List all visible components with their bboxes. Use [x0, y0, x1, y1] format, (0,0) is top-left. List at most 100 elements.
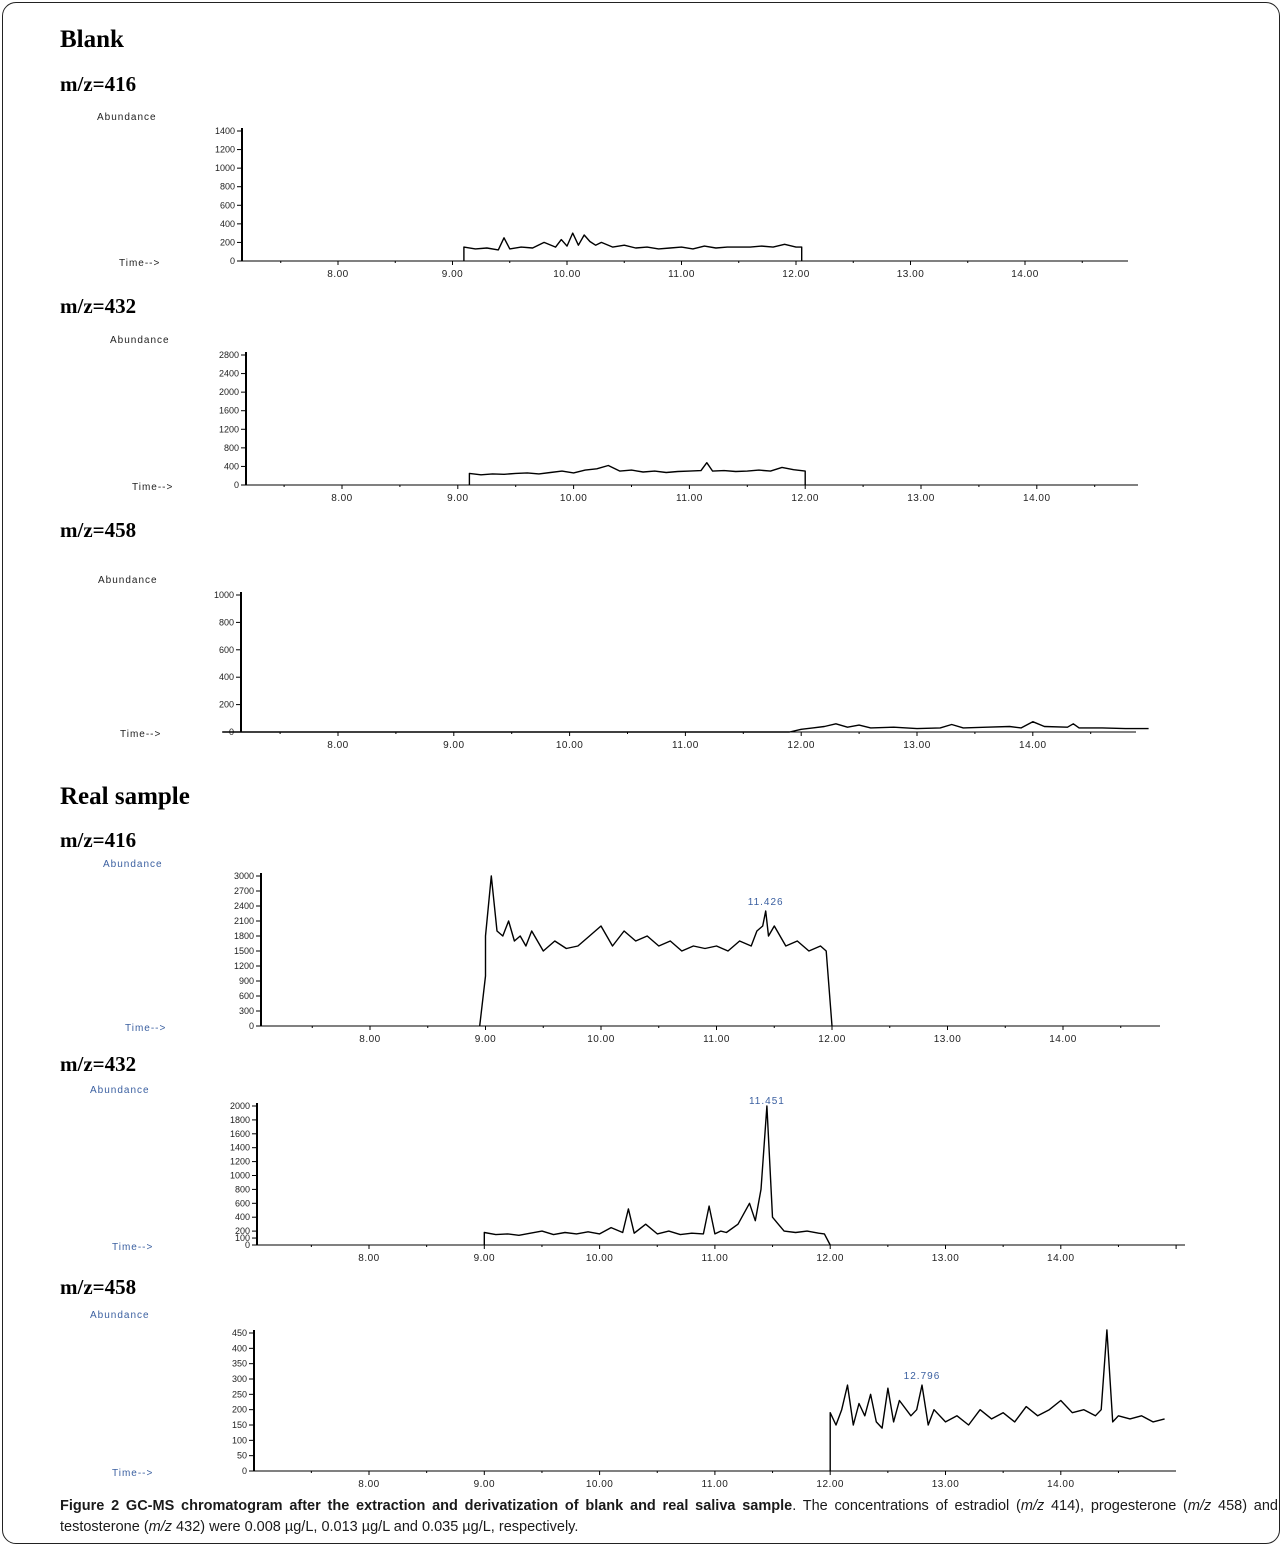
y-tick-label: 1000 [230, 1171, 250, 1181]
y-tick-label: 2400 [219, 369, 239, 379]
caption-mz-1: m/z [1020, 1498, 1045, 1514]
x-tick-label: 12.00 [816, 1253, 844, 1264]
y-tick-label: 800 [224, 443, 239, 453]
y-tick-label: 0 [234, 480, 239, 490]
y-tick-label: 300 [232, 1374, 247, 1384]
y-tick-label: 2800 [219, 350, 239, 360]
series-line [468, 462, 806, 485]
x-tick-label: 12.00 [791, 493, 819, 504]
y-tick-label: 1400 [230, 1143, 250, 1153]
x-tick-label: 10.00 [553, 269, 581, 280]
y-tick-label: 400 [219, 672, 234, 682]
panel-label-blank-432: m/z=432 [60, 294, 137, 318]
y-tick-label: 400 [232, 1343, 247, 1353]
x-tick-label: 13.00 [934, 1034, 962, 1045]
y-tick-label: 350 [232, 1359, 247, 1369]
x-tick-label: 8.00 [358, 1479, 379, 1490]
figure-caption: Figure 2 GC-MS chromatogram after the ex… [60, 1496, 1278, 1538]
y-tick-label: 150 [232, 1420, 247, 1430]
y-tick-label: 1800 [230, 1115, 250, 1125]
y-tick-label: 2700 [234, 886, 254, 896]
x-tick-label: 9.00 [474, 1479, 495, 1490]
x-tick-label: 8.00 [359, 1034, 380, 1045]
peak-label: 11.426 [748, 897, 784, 908]
series-line [222, 721, 1149, 733]
y-tick-label: 1200 [215, 145, 235, 155]
caption-mz-3: m/z [148, 1519, 173, 1535]
x-tick-label: 14.00 [1019, 740, 1047, 751]
y-tick-label: 100 [235, 1233, 250, 1243]
y-tick-label: 2000 [230, 1101, 250, 1111]
chart-blank_432: Abundance Time--> 0 400 800 1200 1600 2000 2400 2… [110, 335, 1138, 504]
x-axis-label: Time--> [112, 1242, 153, 1253]
panel-label-blank-416: m/z=416 [60, 72, 137, 96]
panel-label-real-458: m/z=458 [60, 1275, 137, 1299]
chart-blank_416: Abundance Time--> 0 200 400 600 800 1000 1200 140… [97, 112, 1128, 280]
x-tick-label: 14.00 [1023, 493, 1051, 504]
x-tick-label: 12.00 [787, 740, 815, 751]
y-tick-label: 400 [235, 1212, 250, 1222]
real-sample-heading: Real sample [60, 783, 190, 810]
x-tick-label: 8.00 [327, 740, 348, 751]
y-tick-label: 600 [219, 645, 234, 655]
caption-text-2: 414), progesterone ( [1044, 1498, 1188, 1514]
caption-text-4: 432) were 0.008 µg/L, 0.013 µg/L and 0.0… [172, 1519, 579, 1535]
y-tick-label: 200 [219, 700, 234, 710]
y-tick-label: 2100 [234, 916, 254, 926]
x-axis-label: Time--> [112, 1468, 153, 1479]
y-tick-label: 900 [239, 976, 254, 986]
panel-label-blank-458: m/z=458 [60, 518, 137, 542]
x-tick-label: 14.00 [1049, 1034, 1077, 1045]
x-tick-label: 9.00 [474, 1253, 495, 1264]
series-line [483, 1105, 831, 1246]
y-tick-label: 1600 [219, 406, 239, 416]
y-tick-label: 0 [242, 1466, 247, 1476]
y-tick-label: 450 [232, 1328, 247, 1338]
x-tick-label: 8.00 [331, 493, 352, 504]
y-tick-label: 400 [224, 461, 239, 471]
x-tick-label: 13.00 [907, 493, 935, 504]
x-tick-label: 9.00 [442, 269, 463, 280]
y-tick-label: 0 [245, 1240, 250, 1250]
x-tick-label: 11.00 [672, 740, 699, 751]
y-axis-label: Abundance [110, 335, 170, 346]
x-tick-label: 14.00 [1047, 1253, 1075, 1264]
x-tick-label: 13.00 [897, 269, 925, 280]
series-line [479, 875, 833, 1027]
y-tick-label: 2000 [219, 387, 239, 397]
y-tick-label: 600 [220, 200, 235, 210]
y-axis-label: Abundance [90, 1085, 150, 1096]
x-tick-label: 10.00 [560, 493, 588, 504]
y-tick-label: 250 [232, 1389, 247, 1399]
y-tick-label: 0 [230, 256, 235, 266]
x-tick-label: 11.00 [702, 1253, 729, 1264]
x-tick-label: 14.00 [1011, 269, 1039, 280]
x-axis-label: Time--> [125, 1023, 166, 1034]
y-axis-label: Abundance [90, 1310, 150, 1321]
x-axis-label: Time--> [120, 729, 161, 740]
x-tick-label: 10.00 [556, 740, 584, 751]
y-tick-label: 200 [232, 1405, 247, 1415]
caption-text-1: . The concentrations of estradiol ( [792, 1498, 1021, 1514]
y-tick-label: 800 [219, 617, 234, 627]
y-tick-label: 1000 [214, 590, 234, 600]
panel-label-real-416: m/z=416 [60, 828, 137, 852]
y-tick-label: 1200 [219, 424, 239, 434]
x-tick-label: 10.00 [587, 1034, 615, 1045]
x-tick-label: 14.00 [1047, 1479, 1075, 1490]
x-tick-label: 12.00 [818, 1034, 846, 1045]
x-tick-label: 11.00 [676, 493, 703, 504]
x-tick-label: 13.00 [903, 740, 931, 751]
y-tick-label: 300 [239, 1006, 254, 1016]
y-axis-label: Abundance [97, 112, 157, 123]
x-tick-label: 10.00 [586, 1253, 614, 1264]
y-tick-label: 600 [235, 1198, 250, 1208]
y-tick-label: 2400 [234, 901, 254, 911]
y-tick-label: 200 [220, 237, 235, 247]
x-tick-label: 12.00 [782, 269, 810, 280]
x-tick-label: 11.00 [702, 1479, 729, 1490]
x-tick-label: 10.00 [586, 1479, 614, 1490]
x-axis-label: Time--> [132, 482, 173, 493]
